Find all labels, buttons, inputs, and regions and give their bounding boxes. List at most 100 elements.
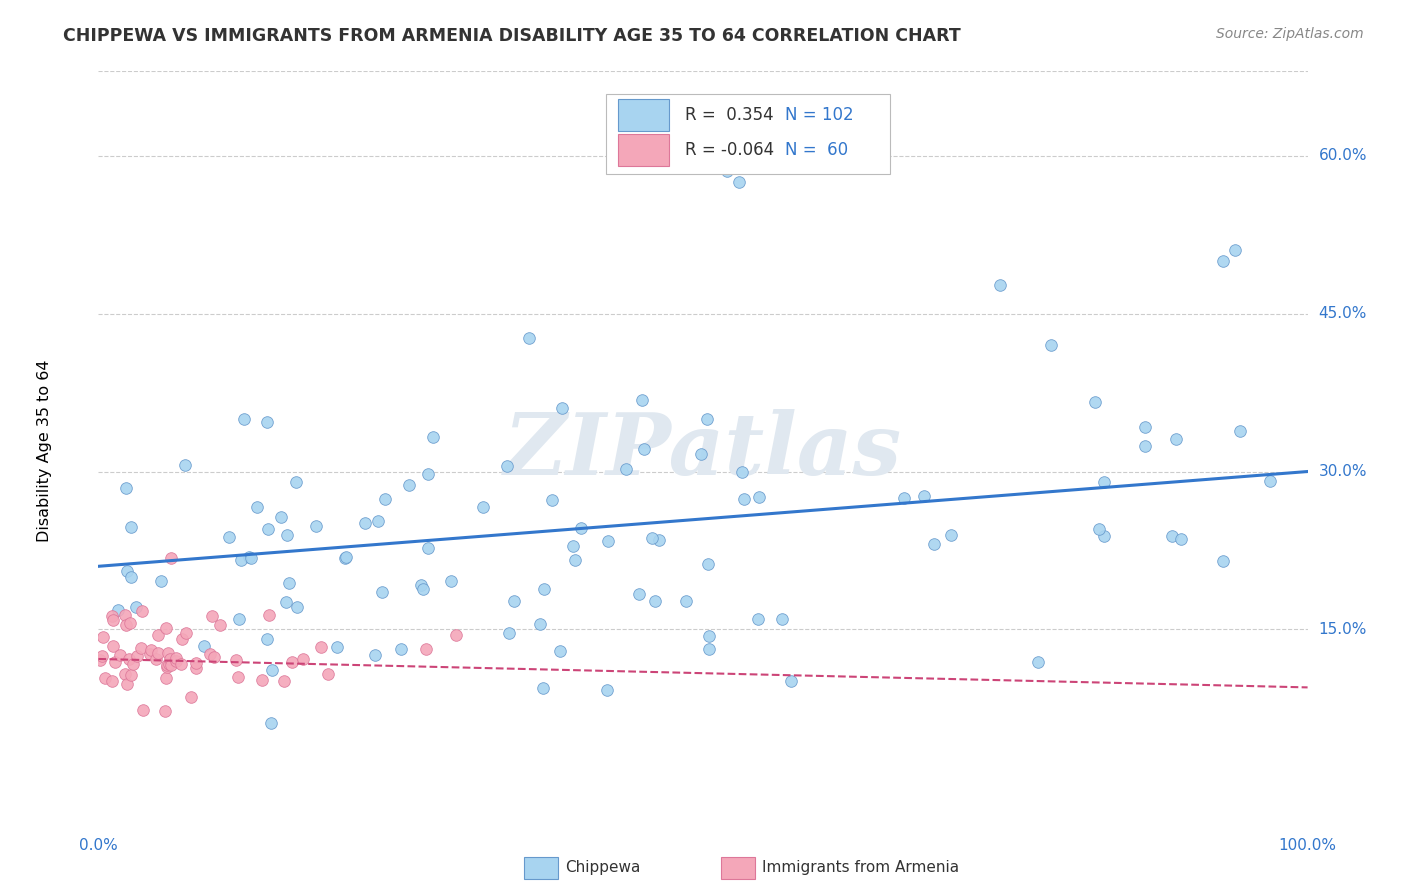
Point	[114, 667, 136, 681]
Point	[156, 660, 179, 674]
Point	[218, 530, 240, 544]
Point	[733, 491, 755, 506]
Point	[747, 612, 769, 626]
Point	[533, 582, 555, 597]
Point	[101, 674, 124, 689]
Point	[139, 648, 162, 662]
Text: 30.0%: 30.0%	[1319, 464, 1367, 479]
Point	[238, 549, 260, 564]
Point	[541, 492, 564, 507]
Point	[145, 651, 167, 665]
Text: R =  0.354: R = 0.354	[685, 106, 773, 124]
Point	[110, 648, 132, 662]
Point	[374, 492, 396, 507]
Point	[101, 608, 124, 623]
Point	[1212, 554, 1234, 568]
Point	[94, 671, 117, 685]
Point	[1160, 529, 1182, 543]
Point	[697, 629, 720, 643]
Point	[250, 673, 273, 687]
Text: Disability Age 35 to 64: Disability Age 35 to 64	[37, 359, 52, 541]
Point	[728, 175, 751, 189]
Point	[697, 641, 720, 656]
Point	[148, 646, 170, 660]
Point	[696, 412, 718, 426]
Point	[202, 650, 225, 665]
Point	[614, 462, 637, 476]
Point	[367, 514, 389, 528]
Point	[103, 613, 125, 627]
Text: Source: ZipAtlas.com: Source: ZipAtlas.com	[1216, 27, 1364, 41]
Point	[125, 599, 148, 614]
Point	[160, 550, 183, 565]
Point	[922, 537, 945, 551]
Text: Immigrants from Armenia: Immigrants from Armenia	[762, 861, 959, 875]
Point	[440, 574, 463, 588]
Point	[503, 593, 526, 607]
Point	[335, 550, 357, 565]
Point	[114, 607, 136, 622]
Point	[564, 553, 586, 567]
Point	[141, 642, 163, 657]
Point	[285, 475, 308, 489]
Point	[1229, 424, 1251, 438]
Point	[770, 612, 793, 626]
Point	[596, 534, 619, 549]
Text: CHIPPEWA VS IMMIGRANTS FROM ARMENIA DISABILITY AGE 35 TO 64 CORRELATION CHART: CHIPPEWA VS IMMIGRANTS FROM ARMENIA DISA…	[63, 27, 962, 45]
Text: 60.0%: 60.0%	[1319, 148, 1367, 163]
Point	[1088, 522, 1111, 536]
Point	[551, 401, 574, 415]
Point	[690, 447, 713, 461]
Point	[186, 657, 208, 671]
Text: ZIPatlas: ZIPatlas	[503, 409, 903, 492]
Point	[1212, 254, 1234, 268]
Point	[120, 668, 142, 682]
Point	[160, 657, 183, 672]
Point	[1028, 655, 1050, 669]
Point	[186, 661, 208, 675]
Point	[228, 612, 250, 626]
Point	[305, 519, 328, 533]
Point	[531, 681, 554, 695]
Point	[291, 652, 314, 666]
Point	[418, 541, 440, 555]
Text: 45.0%: 45.0%	[1319, 306, 1367, 321]
Point	[256, 415, 278, 429]
Point	[389, 641, 412, 656]
Point	[180, 690, 202, 705]
Point	[270, 510, 292, 524]
Point	[780, 673, 803, 688]
Point	[159, 652, 181, 666]
Point	[422, 430, 444, 444]
Point	[170, 657, 193, 672]
Point	[118, 652, 141, 666]
Point	[628, 587, 651, 601]
Point	[631, 392, 654, 407]
Point	[444, 628, 467, 642]
Point	[115, 618, 138, 632]
Point	[412, 582, 434, 596]
Point	[641, 531, 664, 545]
Point	[165, 654, 187, 668]
Point	[569, 521, 592, 535]
Text: Chippewa: Chippewa	[565, 861, 641, 875]
Point	[529, 616, 551, 631]
Point	[153, 704, 176, 718]
Point	[716, 164, 738, 178]
FancyBboxPatch shape	[619, 135, 669, 166]
Point	[239, 551, 262, 566]
Point	[259, 607, 281, 622]
Point	[914, 489, 936, 503]
Point	[200, 647, 222, 661]
Point	[131, 641, 153, 656]
Point	[696, 557, 718, 571]
Point	[159, 657, 181, 671]
Point	[1092, 529, 1115, 543]
Point	[495, 458, 517, 473]
Point	[117, 677, 139, 691]
Text: 15.0%: 15.0%	[1319, 622, 1367, 637]
Point	[273, 674, 295, 689]
FancyBboxPatch shape	[606, 95, 890, 174]
Point	[1223, 244, 1246, 258]
Point	[326, 640, 349, 654]
